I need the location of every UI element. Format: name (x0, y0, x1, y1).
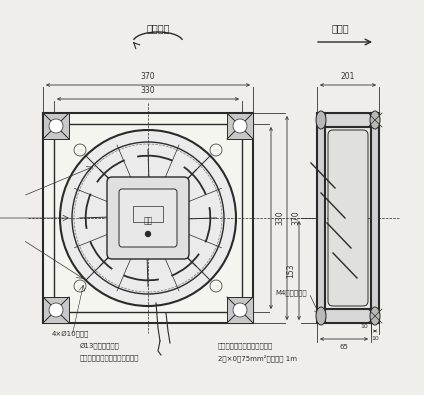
Text: 330: 330 (275, 211, 284, 225)
Text: 153: 153 (286, 263, 295, 278)
Ellipse shape (370, 111, 380, 129)
Text: 370: 370 (141, 72, 155, 81)
Bar (54, 124, 242, 312)
FancyBboxPatch shape (107, 177, 189, 259)
Text: 370: 370 (291, 211, 300, 225)
Bar (227, 113, 253, 139)
Text: 回転方向: 回転方向 (146, 23, 170, 33)
FancyBboxPatch shape (119, 189, 177, 247)
Bar (227, 297, 253, 323)
Text: 2芯×0．75mm²　有効長 1m: 2芯×0．75mm² 有効長 1m (218, 354, 297, 362)
Bar (133, 206, 163, 222)
Text: 4×Ø10取付穴: 4×Ø10取付穴 (52, 331, 89, 337)
Circle shape (145, 231, 151, 237)
Text: 鐵板: 鐵板 (143, 216, 153, 226)
Bar (325, 309, 371, 323)
Circle shape (49, 119, 63, 133)
Text: 電動式シャッターコード取出用: 電動式シャッターコード取出用 (80, 355, 139, 361)
Text: 10: 10 (360, 324, 368, 329)
Bar (317, 113, 379, 323)
Text: 201: 201 (341, 72, 355, 81)
Circle shape (233, 119, 247, 133)
FancyBboxPatch shape (328, 130, 368, 306)
Bar (371, 113, 379, 323)
Bar (325, 113, 371, 127)
Circle shape (60, 130, 236, 306)
Bar (43, 113, 69, 139)
Bar (317, 113, 325, 323)
Text: 10: 10 (371, 336, 379, 341)
Bar (43, 297, 69, 323)
Text: M4アースネジ: M4アースネジ (275, 290, 307, 296)
Circle shape (233, 303, 247, 317)
Ellipse shape (370, 307, 380, 325)
FancyBboxPatch shape (319, 121, 377, 315)
Circle shape (49, 303, 63, 317)
Bar (43, 113, 253, 323)
Ellipse shape (316, 111, 326, 129)
Text: ビニルキャプタイヤケーブル: ビニルキャプタイヤケーブル (218, 343, 273, 349)
Text: 風方向: 風方向 (331, 23, 349, 33)
Text: 65: 65 (340, 344, 349, 350)
Ellipse shape (316, 307, 326, 325)
Text: 330: 330 (141, 86, 155, 95)
Text: Ø13ノックアウト: Ø13ノックアウト (80, 342, 120, 349)
